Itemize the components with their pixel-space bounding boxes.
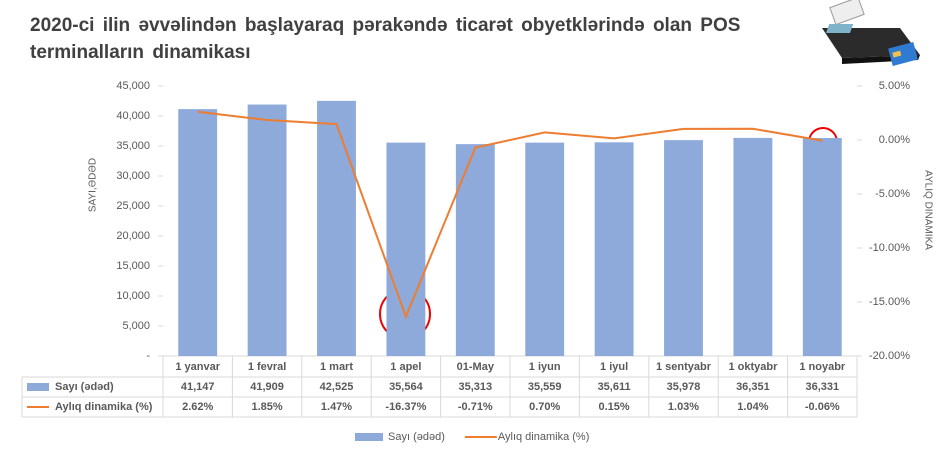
x-tick-label: 1 iyul xyxy=(600,361,628,373)
table-cell: 42,525 xyxy=(320,381,354,393)
table-cell: 1.47% xyxy=(321,401,352,413)
bar xyxy=(594,142,634,356)
y2-tick-label: -20.00% xyxy=(869,350,910,362)
legend-label: Sayı (ədəd) xyxy=(388,431,445,443)
x-tick-label: 1 iyun xyxy=(529,361,561,373)
bar xyxy=(525,142,565,356)
bar xyxy=(317,100,356,356)
y-tick-label: - xyxy=(146,350,150,362)
y2-tick-label: 0.00% xyxy=(879,134,910,146)
table-cell: 41,147 xyxy=(181,381,215,393)
bar xyxy=(664,140,703,356)
table-cell: 0.15% xyxy=(598,401,629,413)
y-tick-label: 20,000 xyxy=(116,230,150,242)
chart-title: 2020-ci ilin əvvəlindən başlayaraq pərak… xyxy=(30,15,741,63)
table-cell: 36,351 xyxy=(736,381,770,393)
table-cell: 41,909 xyxy=(250,381,284,393)
y-tick-label: 10,000 xyxy=(116,290,150,302)
y-tick-label: 25,000 xyxy=(116,200,150,212)
y-tick-label: 35,000 xyxy=(116,140,150,152)
y-tick-label: 40,000 xyxy=(116,110,150,122)
x-tick-label: 1 yanvar xyxy=(175,361,220,373)
table-cell: 2.62% xyxy=(182,401,213,413)
y-axis-title: SAYI,ƏDƏD xyxy=(88,158,99,212)
legend-swatch xyxy=(355,433,383,441)
x-tick-label: 1 fevral xyxy=(248,361,287,373)
x-tick-label: 1 sentyabr xyxy=(656,361,712,373)
bar xyxy=(247,104,287,357)
x-tick-label: 1 noyabr xyxy=(799,361,846,373)
table-row-header: Sayı (ədəd) xyxy=(55,381,114,393)
table-cell: 35,611 xyxy=(598,381,631,393)
y-tick-label: 5,000 xyxy=(122,320,150,332)
bar xyxy=(386,142,426,356)
pos-icon xyxy=(822,0,920,67)
table-cell: -16.37% xyxy=(385,401,426,413)
legend-swatch xyxy=(27,383,49,391)
bar xyxy=(178,109,218,356)
table-cell: 0.70% xyxy=(529,401,560,413)
legend-label: Aylıq dinamika (%) xyxy=(498,431,590,443)
bar xyxy=(455,144,495,356)
x-tick-label: 1 oktyabr xyxy=(728,361,778,373)
table-row-header: Aylıq dinamika (%) xyxy=(55,401,153,413)
table-cell: 35,978 xyxy=(667,381,701,393)
x-tick-label: 1 mart xyxy=(320,361,353,373)
y2-tick-label: 5.00% xyxy=(879,80,910,92)
table-cell: 1.03% xyxy=(668,401,699,413)
y2-axis-title: AYLIQ DINAMIKA xyxy=(922,170,933,250)
table-cell: -0.06% xyxy=(805,401,840,413)
x-tick-label: 01-May xyxy=(457,361,495,373)
table-cell: 35,559 xyxy=(528,381,562,393)
table-cell: 36,331 xyxy=(805,381,839,393)
table-cell: 1.85% xyxy=(251,401,282,413)
bar xyxy=(733,137,773,356)
bar xyxy=(802,138,842,356)
line xyxy=(197,110,823,320)
table-cell: 35,564 xyxy=(389,381,424,393)
table-cell: 35,313 xyxy=(458,381,492,393)
table-cell: -0.71% xyxy=(458,401,493,413)
y2-tick-label: -15.00% xyxy=(869,296,910,308)
y-tick-label: 45,000 xyxy=(116,80,150,92)
y-tick-label: 15,000 xyxy=(116,260,150,272)
x-tick-label: 1 apel xyxy=(390,361,421,373)
y-tick-label: 30,000 xyxy=(116,170,150,182)
table-cell: 1.04% xyxy=(737,401,768,413)
y2-tick-label: -10.00% xyxy=(869,242,910,254)
y2-tick-label: -5.00% xyxy=(875,188,910,200)
